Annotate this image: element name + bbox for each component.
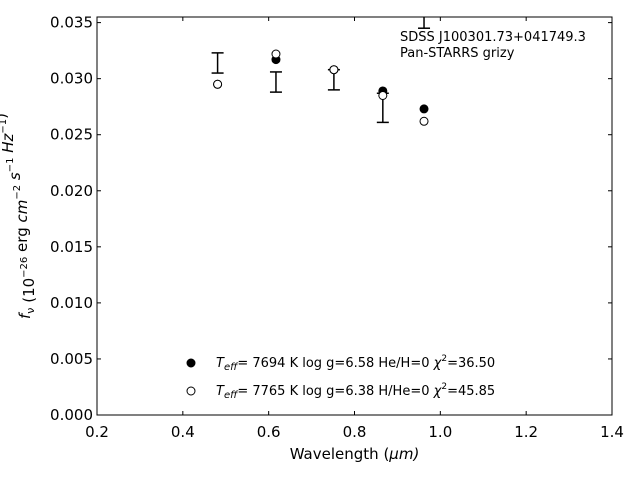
y-tick-labels: 0.000 0.005 0.010 0.015 0.020 0.025 0.030 0.035 — [50, 14, 93, 424]
x-tick-label: 0.6 — [257, 423, 281, 441]
errorbar — [269, 71, 282, 93]
observed-errorbars — [211, 17, 431, 124]
open-model-point — [271, 49, 281, 59]
legend-open-marker — [186, 386, 196, 396]
model-points — [213, 49, 429, 126]
open-model-point — [329, 65, 339, 75]
y-tick-label: 0.035 — [50, 14, 93, 32]
y-tick-label: 0.000 — [50, 406, 93, 424]
object-name-annotation: SDSS J100301.73+041749.3 — [400, 30, 586, 45]
y-tick-label: 0.020 — [50, 182, 93, 200]
open-model-point — [213, 79, 223, 89]
x-tick-label: 0.8 — [343, 423, 367, 441]
x-tick-label: 1.2 — [514, 423, 538, 441]
x-tick-label: 0.4 — [171, 423, 195, 441]
legend-entry: Teff= 7765 K log g=6.38 H/He=0 χ2=45.85 — [186, 382, 495, 401]
y-tick-label: 0.015 — [50, 238, 93, 256]
y-tick-label: 0.025 — [50, 126, 93, 144]
x-tick-label: 0.2 — [85, 423, 109, 441]
x-axis-title: Wavelength (μm) — [290, 445, 420, 463]
y-axis-title: fν (10−26 erg cm−2 s−1 Hz−1) — [0, 113, 38, 319]
legend: Teff= 7694 K log g=6.58 He/H=0 χ2=36.50 T… — [186, 354, 495, 401]
x-tick-label: 1.4 — [600, 423, 624, 441]
y-tick-label: 0.030 — [50, 70, 93, 88]
x-tick-label: 1.0 — [428, 423, 452, 441]
survey-annotation: Pan-STARRS grizy — [400, 46, 515, 61]
tick-marks — [96, 17, 613, 416]
x-tick-labels: 0.2 0.4 0.6 0.8 1.0 1.2 1.4 — [85, 423, 624, 441]
open-model-point — [378, 90, 388, 100]
legend-label: Teff= 7765 K log g=6.38 H/He=0 χ2=45.85 — [216, 382, 495, 401]
y-tick-label: 0.010 — [50, 294, 93, 312]
filled-model-point — [419, 104, 429, 114]
y-tick-label: 0.005 — [50, 350, 93, 368]
legend-filled-marker — [186, 358, 196, 368]
errorbar — [211, 52, 224, 74]
legend-entry: Teff= 7694 K log g=6.58 He/H=0 χ2=36.50 — [186, 354, 495, 373]
open-model-point — [419, 116, 429, 126]
errorbar — [418, 17, 431, 29]
legend-label: Teff= 7694 K log g=6.58 He/H=0 χ2=36.50 — [216, 354, 495, 373]
